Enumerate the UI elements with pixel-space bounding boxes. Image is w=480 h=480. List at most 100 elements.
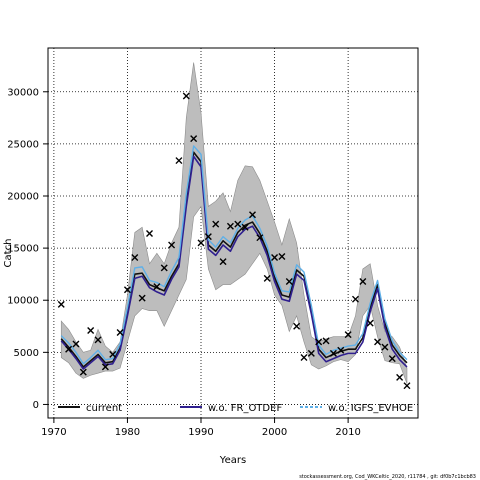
observed-point-stroke xyxy=(65,345,73,353)
y-tick-label: 5000 xyxy=(14,348,39,359)
observed-point-stroke xyxy=(87,326,95,334)
observed-point-stroke xyxy=(219,258,227,266)
x-tick-label: 1990 xyxy=(188,427,213,438)
observed-point xyxy=(285,277,293,285)
axes: 1970 1980 1990 2000 2010 0 5000 10000 15000 20000… xyxy=(7,87,361,438)
observed-point-stroke xyxy=(351,295,359,303)
observed-point-stroke xyxy=(337,346,345,354)
observed-point-stroke xyxy=(293,322,301,330)
observed-point-stroke xyxy=(146,230,154,238)
observed-point-stroke xyxy=(329,349,337,357)
series-line-wo-igfs-evhoe xyxy=(60,145,408,365)
observed-point xyxy=(271,253,279,261)
observed-point xyxy=(396,373,404,381)
observed-point-stroke xyxy=(79,368,87,376)
observed-point xyxy=(248,211,256,219)
observed-point xyxy=(374,338,382,346)
y-tick-label: 20000 xyxy=(7,192,39,203)
observed-point xyxy=(94,336,102,344)
observed-point-stroke xyxy=(263,274,271,282)
x-tick-label: 1980 xyxy=(115,427,140,438)
observed-point xyxy=(168,241,176,249)
observed-point xyxy=(351,295,359,303)
series-line-current xyxy=(60,151,408,368)
observed-point xyxy=(72,340,80,348)
observed-point-stroke xyxy=(197,239,205,247)
observed-point-stroke xyxy=(285,277,293,285)
observed-point-stroke xyxy=(366,319,374,327)
observed-point-stroke xyxy=(374,338,382,346)
observed-point xyxy=(293,322,301,330)
observed-point-stroke xyxy=(153,283,161,291)
observed-point-stroke xyxy=(138,294,146,302)
observed-point-stroke xyxy=(190,135,198,143)
observed-point xyxy=(123,286,131,294)
confidence-band-area xyxy=(60,62,408,384)
observed-point-stroke xyxy=(175,157,183,165)
legend-label: current xyxy=(86,403,122,414)
observed-point-stroke xyxy=(241,223,249,231)
observed-point-stroke xyxy=(212,220,220,228)
series-line-wo-fr-otdef xyxy=(60,155,408,370)
footer-note: stockassessment.org, Cod_WKCeltic_2020, … xyxy=(299,474,476,480)
legend-label: w.o. IGFS_EVHOE xyxy=(328,403,413,414)
observed-point xyxy=(226,222,234,230)
observed-point xyxy=(315,338,323,346)
observed-point xyxy=(175,157,183,165)
observed-point-stroke xyxy=(248,211,256,219)
observed-point xyxy=(278,252,286,260)
observed-point-stroke xyxy=(381,343,389,351)
observed-point xyxy=(146,230,154,238)
observed-point xyxy=(160,264,168,272)
observed-point xyxy=(101,363,109,371)
observed-point xyxy=(116,329,124,337)
y-tick-label: 15000 xyxy=(7,244,39,255)
observed-point xyxy=(359,277,367,285)
observed-point xyxy=(366,319,374,327)
observed-point xyxy=(87,326,95,334)
observed-point-stroke xyxy=(256,234,264,242)
x-tick-label: 1970 xyxy=(41,427,66,438)
observed-point-stroke xyxy=(300,354,308,362)
confidence-band xyxy=(60,62,408,384)
y-tick-label: 25000 xyxy=(7,139,39,150)
y-axis-label: Catch xyxy=(3,239,14,268)
legend: current w.o. FR_OTDEF w.o. IGFS_EVHOE xyxy=(58,403,413,414)
observed-point xyxy=(256,234,264,242)
observed-point xyxy=(219,258,227,266)
x-axis-label: Years xyxy=(219,455,246,466)
observed-point xyxy=(190,135,198,143)
observed-point-stroke xyxy=(307,349,315,357)
observed-point-stroke xyxy=(315,338,323,346)
observed-point-stroke xyxy=(57,300,65,308)
observed-point-stroke xyxy=(123,286,131,294)
observed-point-stroke xyxy=(168,241,176,249)
observed-point-stroke xyxy=(344,331,352,339)
observed-point xyxy=(241,223,249,231)
observed-point-stroke xyxy=(403,382,411,390)
observed-point-stroke xyxy=(116,329,124,337)
observed-point-stroke xyxy=(322,337,330,345)
observed-point-stroke xyxy=(94,336,102,344)
observed-points xyxy=(57,92,411,390)
observed-point xyxy=(300,354,308,362)
observed-point xyxy=(212,220,220,228)
observed-point xyxy=(329,349,337,357)
observed-point xyxy=(79,368,87,376)
observed-point-stroke xyxy=(204,233,212,241)
observed-point xyxy=(197,239,205,247)
observed-point-stroke xyxy=(234,220,242,228)
observed-point xyxy=(57,300,65,308)
observed-point-stroke xyxy=(109,350,117,358)
observed-point-stroke xyxy=(271,253,279,261)
observed-point-stroke xyxy=(278,252,286,260)
observed-point-stroke xyxy=(131,253,139,261)
legend-label: w.o. FR_OTDEF xyxy=(208,403,282,414)
observed-point-stroke xyxy=(226,222,234,230)
observed-point-stroke xyxy=(72,340,80,348)
x-tick-label: 2010 xyxy=(335,427,360,438)
observed-point-stroke xyxy=(160,264,168,272)
series-lines xyxy=(60,145,408,370)
observed-point-stroke xyxy=(182,92,190,100)
